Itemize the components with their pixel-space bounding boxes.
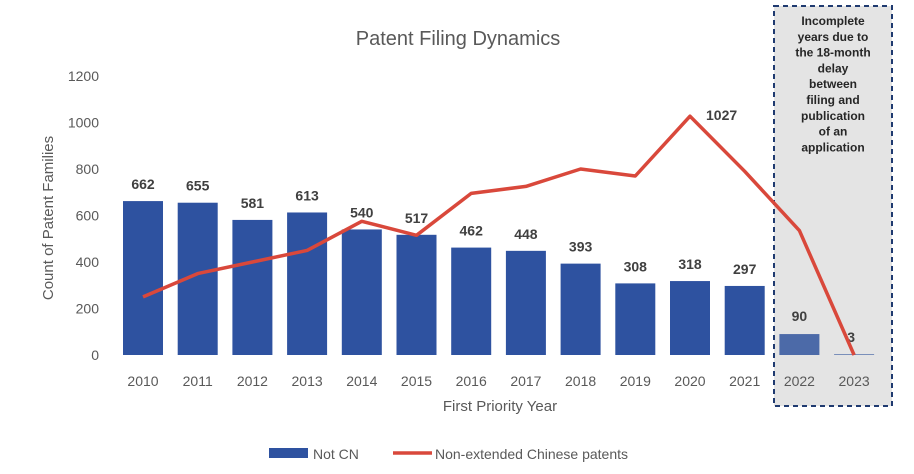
bar-label-2020: 318 [678,256,702,272]
x-tick-label-2017: 2017 [510,373,541,389]
note-line: application [801,140,864,154]
y-tick-label: 600 [76,208,100,224]
bar-label-2017: 448 [514,226,538,242]
y-tick-label: 1000 [68,115,99,131]
x-tick-label-2023: 2023 [839,373,870,389]
x-tick-label-2015: 2015 [401,373,432,389]
y-tick-label: 200 [76,301,100,317]
x-tick-label-2022: 2022 [784,373,815,389]
bar-label-2022: 90 [792,308,808,324]
note-line: years due to [798,30,869,44]
x-tick-label-2018: 2018 [565,373,596,389]
x-tick-label-2016: 2016 [456,373,487,389]
y-tick-label: 800 [76,161,100,177]
bar-not-cn-2016 [451,248,491,355]
x-axis-title: First Priority Year [443,398,557,415]
note-line: of an [819,125,848,139]
y-tick-label: 0 [91,347,99,363]
note-line: between [809,77,857,91]
bar-label-2016: 462 [460,223,484,239]
x-tick-label-2020: 2020 [674,373,705,389]
y-axis-title: Count of Patent Families [40,136,57,300]
legend-label-not-cn: Not CN [313,446,359,462]
note-line: publication [801,109,865,123]
line-point-labels: 1027 [706,107,737,123]
bar-label-2012: 581 [241,195,265,211]
note-line: the 18-month [795,46,870,60]
bar-label-2010: 662 [131,176,155,192]
note-line: delay [818,61,849,75]
bar-label-2015: 517 [405,210,429,226]
bar-not-cn-2010 [123,201,163,355]
bar-not-cn-2021 [725,286,765,355]
x-tick-label-2012: 2012 [237,373,268,389]
legend: Not CN Non-extended Chinese patents [269,446,628,462]
legend-swatch-not-cn [269,448,308,458]
x-tick-label-2010: 2010 [127,373,158,389]
line-label-2020: 1027 [706,107,737,123]
bar-label-2014: 540 [350,204,374,220]
patent-filing-chart: Incomplete years due to the 18-monthdelay b… [0,0,914,474]
bars-not-cn [123,201,874,355]
bar-label-2013: 613 [295,187,319,203]
bar-not-cn-2014 [342,229,382,355]
bar-not-cn-2022 [779,334,819,355]
bar-not-cn-2017 [506,251,546,355]
bar-label-2011: 655 [186,178,210,194]
bar-not-cn-2019 [615,283,655,355]
x-tick-label-2011: 2011 [183,373,213,389]
legend-label-non-extended-chinese: Non-extended Chinese patents [435,446,628,462]
bar-not-cn-2018 [561,264,601,355]
y-tick-label: 1200 [68,68,99,84]
bar-label-2018: 393 [569,239,593,255]
bar-label-2019: 308 [624,258,648,274]
chart-title: Patent Filing Dynamics [356,28,561,50]
bar-label-2021: 297 [733,261,757,277]
x-tick-label-2019: 2019 [620,373,651,389]
y-tick-label: 400 [76,254,100,270]
note-line: Incomplete [801,14,865,28]
bar-not-cn-2012 [232,220,272,355]
bar-not-cn-2013 [287,212,327,355]
x-tick-label-2013: 2013 [292,373,323,389]
bar-not-cn-2015 [397,235,437,355]
x-tick-label-2021: 2021 [729,373,760,389]
note-line: filing and [806,93,859,107]
x-axis-ticks: 2010 2011 2012 2013 2014 2015 2016 2017 2018 2019… [127,373,869,389]
y-axis-ticks: 0 200 400 600 800 1000 1200 [68,68,99,363]
x-tick-label-2014: 2014 [346,373,377,389]
bar-not-cn-2020 [670,281,710,355]
